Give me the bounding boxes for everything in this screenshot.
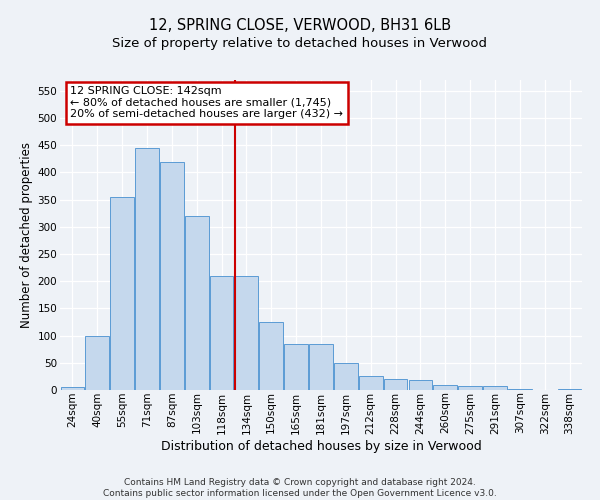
Bar — [85, 336, 109, 390]
Bar — [284, 344, 308, 390]
Bar — [433, 384, 457, 390]
Bar — [309, 344, 333, 390]
Bar — [359, 376, 383, 390]
Bar — [483, 386, 507, 390]
Bar — [259, 322, 283, 390]
Bar — [334, 363, 358, 390]
Bar — [210, 276, 233, 390]
Text: 12 SPRING CLOSE: 142sqm
← 80% of detached houses are smaller (1,745)
20% of semi: 12 SPRING CLOSE: 142sqm ← 80% of detache… — [70, 86, 343, 120]
Bar — [135, 148, 159, 390]
Bar — [110, 197, 134, 390]
Bar — [235, 276, 258, 390]
X-axis label: Distribution of detached houses by size in Verwood: Distribution of detached houses by size … — [161, 440, 481, 454]
Bar — [185, 216, 209, 390]
Bar — [409, 380, 432, 390]
Bar — [384, 379, 407, 390]
Bar — [61, 388, 84, 390]
Text: Size of property relative to detached houses in Verwood: Size of property relative to detached ho… — [113, 38, 487, 51]
Text: 12, SPRING CLOSE, VERWOOD, BH31 6LB: 12, SPRING CLOSE, VERWOOD, BH31 6LB — [149, 18, 451, 32]
Bar — [458, 386, 482, 390]
Text: Contains HM Land Registry data © Crown copyright and database right 2024.
Contai: Contains HM Land Registry data © Crown c… — [103, 478, 497, 498]
Bar — [508, 389, 532, 390]
Bar — [160, 162, 184, 390]
Bar — [558, 389, 581, 390]
Y-axis label: Number of detached properties: Number of detached properties — [20, 142, 34, 328]
